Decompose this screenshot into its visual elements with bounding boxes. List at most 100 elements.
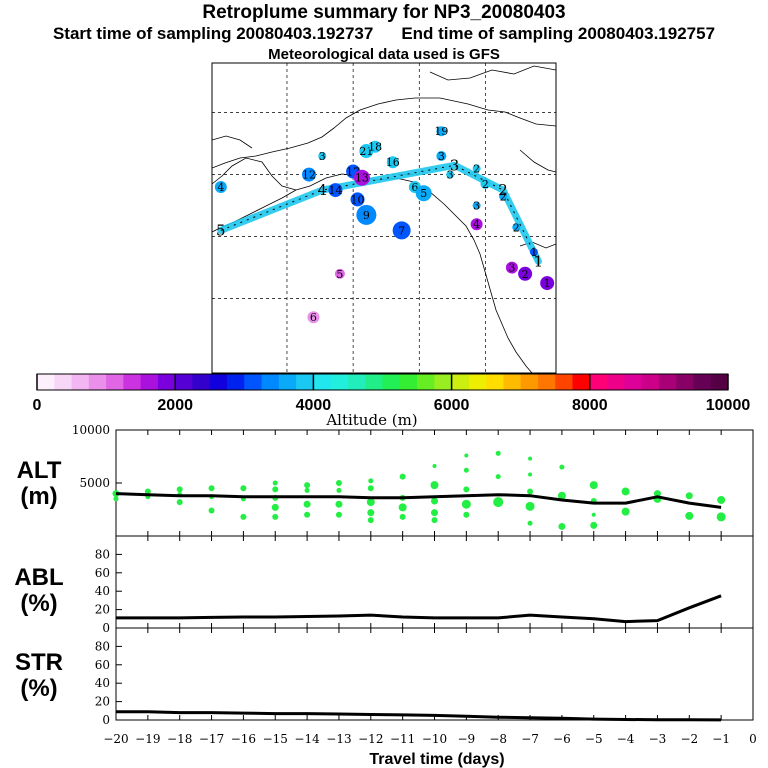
alt-ylabel-line2: (m) [20, 483, 58, 510]
plume-marker-label: 12 [302, 169, 316, 182]
altitude-scatter-point [557, 491, 566, 500]
plume-marker [472, 201, 481, 210]
x-tick-label: −7 [521, 732, 539, 746]
altitude-scatter-point [463, 511, 470, 518]
panel-frame [115, 535, 754, 629]
hudson-bay [519, 149, 556, 173]
plume-marker-label: 14 [328, 184, 342, 197]
colorbar-swatch [37, 374, 55, 390]
canada-inland [504, 111, 556, 127]
altitude-scatter-point [176, 486, 183, 493]
x-tick-label: −1 [712, 732, 730, 746]
plume-marker [480, 178, 491, 189]
y-tick-label: 0 [102, 713, 110, 727]
colorbar-swatch [382, 374, 401, 390]
str-line [116, 710, 722, 722]
colorbar-swatch [693, 374, 712, 390]
colorbar-tick-label: 8000 [572, 397, 608, 414]
plume-marker-label: 3 [473, 200, 480, 213]
plume-marker-label: 3 [438, 150, 445, 163]
altitude-scatter-point [271, 503, 279, 511]
y-tick-label: 80 [95, 639, 110, 653]
colorbar-swatch [313, 374, 332, 390]
altitude-scatter-point [304, 511, 311, 518]
y-tick-label: 60 [95, 658, 110, 672]
plume-marker [318, 152, 327, 160]
altitude-scatter-point [493, 497, 504, 508]
altitude-scatter-point [495, 474, 501, 480]
colorbar-tick-label: 6000 [434, 397, 470, 414]
altitude-scatter-point [527, 520, 533, 526]
plume-marker [470, 218, 483, 231]
altitude-scatter-point [463, 486, 470, 493]
x-tick-label: −3 [649, 732, 667, 746]
x-tick-label: −5 [585, 732, 603, 746]
colorbar-swatch [624, 374, 643, 390]
altitude-scatter-point [113, 496, 119, 502]
altitude-scatter-point [430, 481, 439, 490]
panel-frame [115, 627, 754, 721]
plume-marker [302, 167, 317, 182]
x-tick-label: −14 [294, 732, 320, 746]
y-tick-label: 40 [95, 584, 110, 598]
altitude-scatter-point [144, 488, 151, 495]
colorbar-swatch [589, 374, 608, 390]
altitude-scatter-point [303, 500, 311, 508]
track-day-label: 4 [317, 181, 327, 199]
y-tick-label: 0 [102, 621, 110, 635]
altitude-scatter-point [272, 480, 278, 486]
colorbar-swatch [261, 374, 280, 390]
plume-marker [369, 140, 382, 153]
altitude-scatter-point [399, 473, 406, 480]
altitude-scatter-point [621, 487, 630, 496]
plume-marker [334, 268, 345, 279]
plume-marker-label: 3 [319, 150, 326, 163]
altitude-scatter-point [240, 485, 247, 492]
altitude-scatter-point [431, 509, 438, 517]
chart-title: Retroplume summary for NP3_20080403 [202, 2, 566, 23]
altitude-scatter-point [336, 487, 342, 493]
colorbar-swatch [676, 374, 694, 390]
plume-marker-label: 2 [522, 268, 529, 281]
track-day-label: 3 [450, 156, 460, 174]
altitude-scatter-point [367, 509, 375, 517]
plume-marker-label: 1 [530, 246, 537, 259]
y-tick-label: 20 [95, 603, 110, 617]
altitude-scatter-point [335, 511, 342, 518]
plume-marker-label: 4 [217, 181, 224, 194]
colorbar-swatch [227, 374, 245, 390]
altitude-scatter-point [621, 507, 630, 516]
colorbar-swatch [209, 374, 228, 390]
gulf-of-alaska [295, 173, 481, 255]
altitude-scatter-point [304, 482, 311, 489]
colorbar-swatch [607, 374, 625, 390]
colorbar-swatch [555, 374, 573, 390]
altitude-scatter-point [685, 492, 693, 500]
plume-marker [356, 204, 377, 225]
plume-marker [214, 181, 227, 193]
colorbar-swatch [71, 374, 90, 390]
plume-marker [512, 223, 521, 232]
colorbar-swatch [399, 374, 418, 390]
x-tick-label: −12 [358, 732, 383, 746]
abl-ylabel-line2: (%) [20, 590, 58, 617]
plume-marker [518, 266, 533, 281]
x-tick-label: −2 [680, 732, 698, 746]
colorbar-swatch [468, 374, 487, 390]
alaska-west-coast [212, 157, 297, 191]
altitude-scatter-point [368, 478, 374, 484]
colorbar-swatch [658, 374, 677, 390]
colorbar-swatch [572, 374, 591, 390]
abl-ylabel-line1: ABL [14, 564, 64, 591]
colorbar-swatch [417, 374, 435, 390]
plume-marker-label: 3 [508, 262, 515, 275]
plume-marker-label: 1 [544, 277, 551, 290]
x-tick-label: −13 [326, 732, 351, 746]
x-tick-label: −18 [167, 732, 192, 746]
colorbar-tick-label: 4000 [296, 397, 332, 414]
x-tick-label: −16 [231, 732, 256, 746]
alaska-north-coast [212, 97, 506, 169]
x-tick-label: −4 [617, 732, 635, 746]
x-axis-label: Travel time (days) [369, 751, 504, 768]
